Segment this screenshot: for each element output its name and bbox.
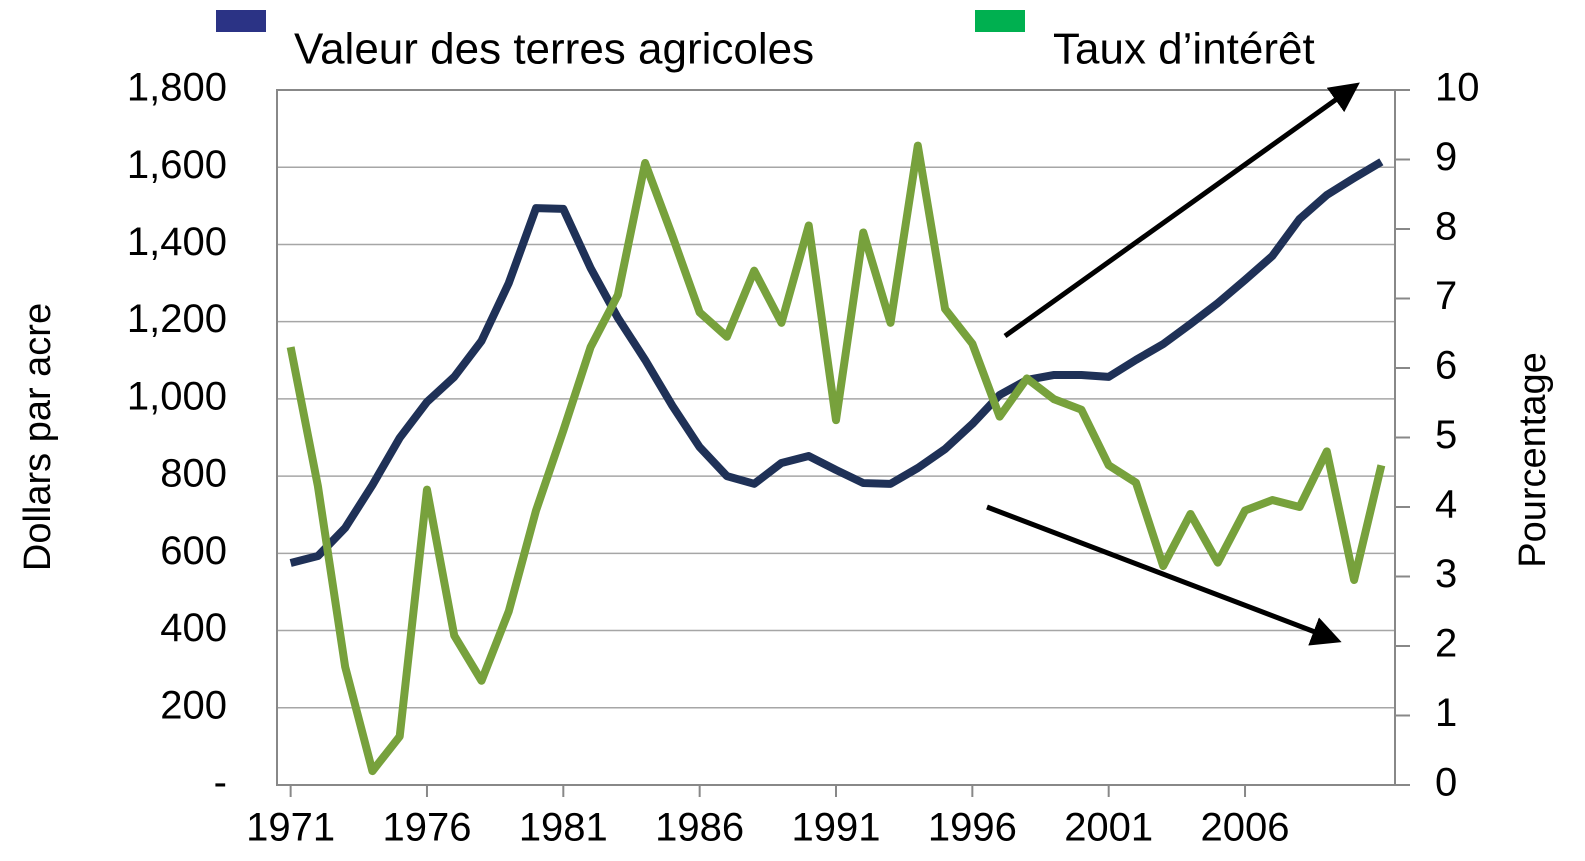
- legend-swatch: [975, 10, 1025, 32]
- y-tick-label: 1,600: [127, 143, 227, 187]
- series-line: [286, 141, 1386, 776]
- x-tick-label: 1991: [792, 806, 881, 850]
- lines: [286, 141, 1386, 776]
- plot-frame: [276, 89, 1396, 786]
- x-tick-label: 1981: [519, 806, 608, 850]
- x-tick-label: 1971: [246, 806, 335, 850]
- y2-tick-label: 10: [1435, 66, 1480, 110]
- x-tick-label: 2006: [1201, 806, 1290, 850]
- series-line: [289, 158, 1384, 567]
- y2-tick-label: 8: [1435, 205, 1457, 249]
- arrow-up: [1003, 82, 1360, 339]
- y-tick-label: 800: [160, 452, 227, 496]
- y2-tick-label: 5: [1435, 413, 1457, 457]
- legend-label: Taux d’intérêt: [1053, 25, 1315, 74]
- y2-tick-label: 0: [1435, 761, 1457, 805]
- y-tick-label: 400: [160, 606, 227, 650]
- y2-tick-label: 4: [1435, 483, 1457, 527]
- y2-tick-label: 9: [1435, 135, 1457, 179]
- y2-tick-label: 7: [1435, 274, 1457, 318]
- x-tick-label: 1976: [382, 806, 471, 850]
- y-tick-label: 1,200: [127, 297, 227, 341]
- x-tick-label: 2001: [1064, 806, 1153, 850]
- grid: [277, 89, 1395, 786]
- y-tick-label: 1,400: [127, 220, 227, 264]
- y2-axis-title: Pourcentage: [1512, 352, 1554, 568]
- y2-tick-label: 3: [1435, 552, 1457, 596]
- legend-swatch: [216, 10, 266, 32]
- y-tick-label: 1,800: [127, 66, 227, 110]
- y-tick-label: 600: [160, 529, 227, 573]
- y2-tick-label: 6: [1435, 344, 1457, 388]
- y2-tick-label: 2: [1435, 622, 1457, 666]
- y-tick-label: 1,000: [127, 374, 227, 418]
- arrow-down: [986, 504, 1342, 646]
- legend-label: Valeur des terres agricoles: [294, 25, 814, 74]
- y-axis-title: Dollars par acre: [17, 303, 59, 571]
- y2-tick-label: 1: [1435, 691, 1457, 735]
- y-tick-label: 200: [160, 683, 227, 727]
- y-tick-label: -: [214, 761, 227, 805]
- x-tick-label: 1986: [655, 806, 744, 850]
- x-tick-label: 1996: [928, 806, 1017, 850]
